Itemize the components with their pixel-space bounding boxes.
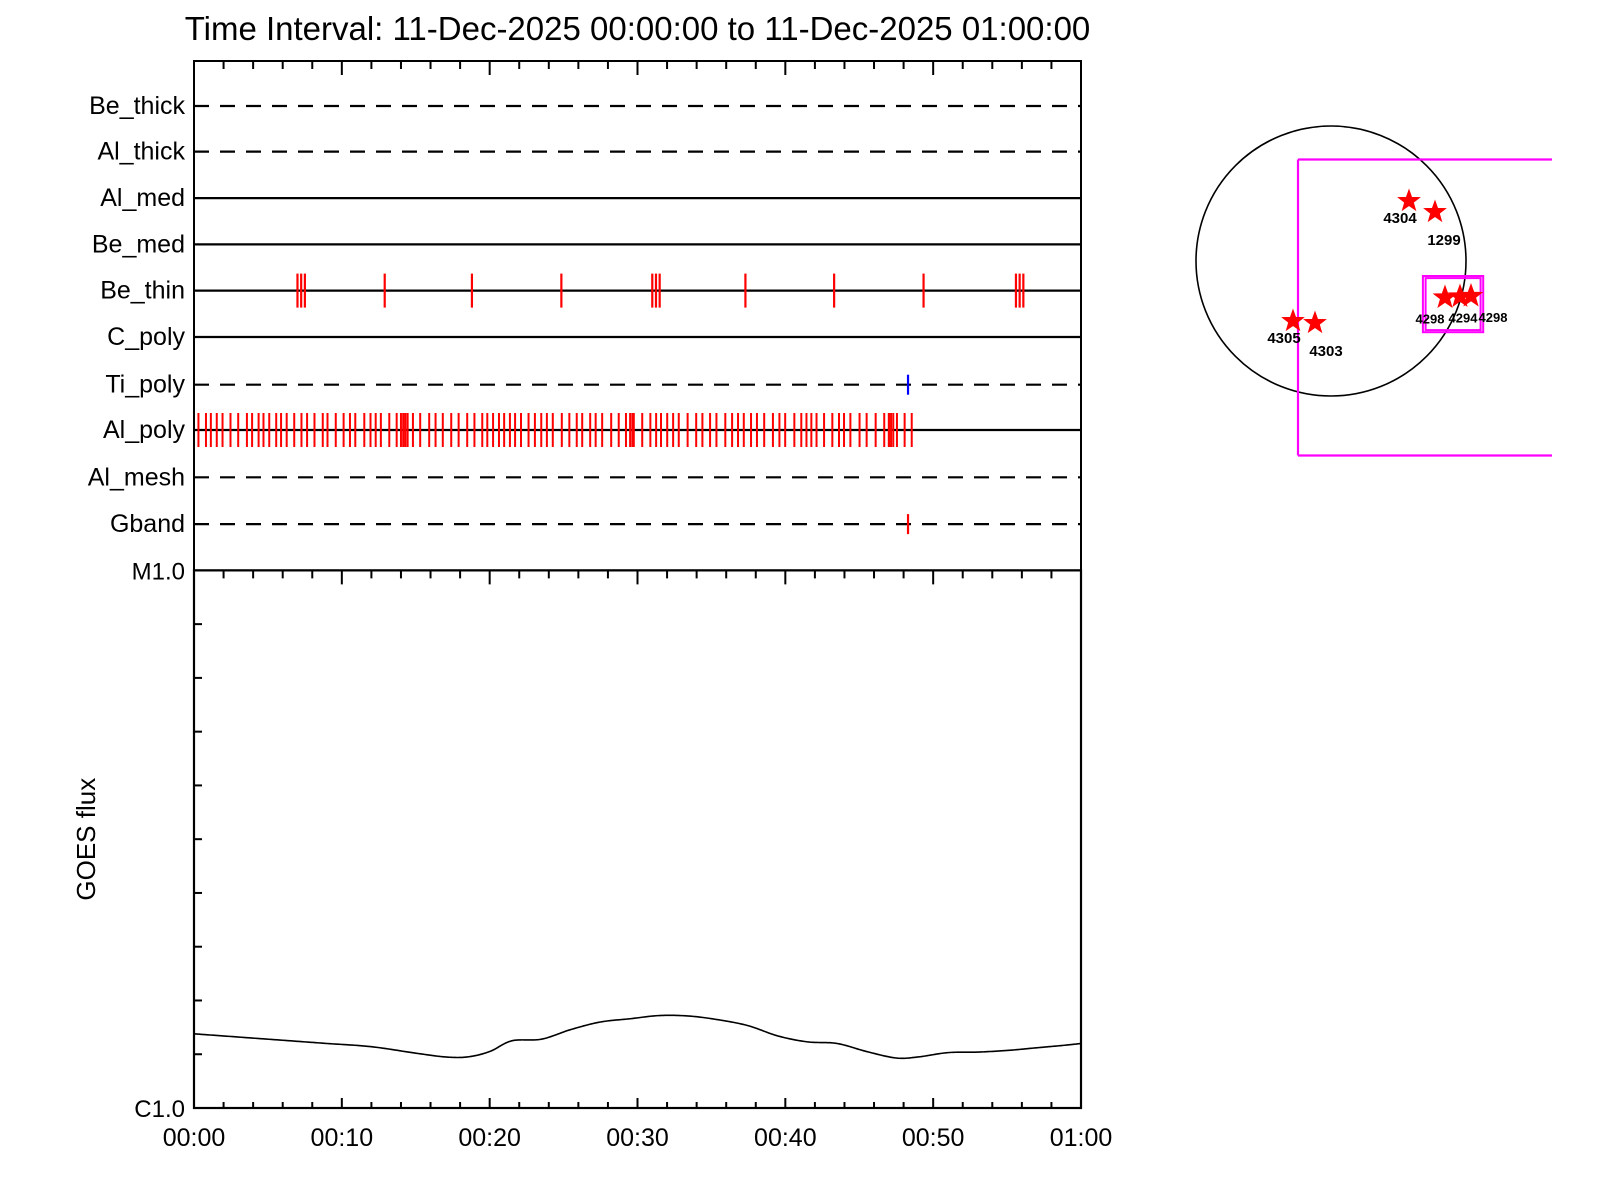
svg-text:00:10: 00:10 — [311, 1124, 374, 1152]
svg-text:4298: 4298 — [1416, 312, 1445, 327]
svg-text:Gband: Gband — [110, 510, 185, 538]
svg-text:4305: 4305 — [1267, 330, 1300, 347]
svg-text:C1.0: C1.0 — [134, 1096, 185, 1123]
svg-text:Be_thin: Be_thin — [100, 277, 185, 305]
svg-text:C_poly: C_poly — [107, 323, 185, 351]
svg-text:Al_med: Al_med — [100, 184, 185, 212]
svg-text:01:00: 01:00 — [1050, 1124, 1113, 1152]
svg-text:00:00: 00:00 — [163, 1124, 226, 1152]
svg-text:Ti_poly: Ti_poly — [105, 371, 185, 399]
svg-text:Be_thick: Be_thick — [89, 92, 185, 120]
svg-text:4294: 4294 — [1449, 311, 1479, 326]
svg-text:Time Interval: 11-Dec-2025 00:: Time Interval: 11-Dec-2025 00:00:00 to 1… — [185, 10, 1091, 47]
svg-text:4304: 4304 — [1383, 210, 1417, 227]
svg-text:4298: 4298 — [1479, 310, 1508, 325]
svg-text:GOES flux: GOES flux — [71, 778, 101, 901]
svg-text:Al_mesh: Al_mesh — [88, 463, 185, 491]
svg-text:4303: 4303 — [1309, 343, 1342, 360]
svg-text:00:40: 00:40 — [754, 1124, 817, 1152]
svg-text:Be_med: Be_med — [92, 230, 185, 258]
svg-text:00:20: 00:20 — [458, 1124, 521, 1152]
svg-text:M1.0: M1.0 — [132, 558, 185, 585]
svg-text:00:30: 00:30 — [606, 1124, 669, 1152]
svg-text:1299: 1299 — [1427, 232, 1460, 249]
svg-text:Al_poly: Al_poly — [103, 416, 185, 444]
svg-text:00:50: 00:50 — [902, 1124, 965, 1152]
svg-text:Al_thick: Al_thick — [97, 138, 185, 166]
